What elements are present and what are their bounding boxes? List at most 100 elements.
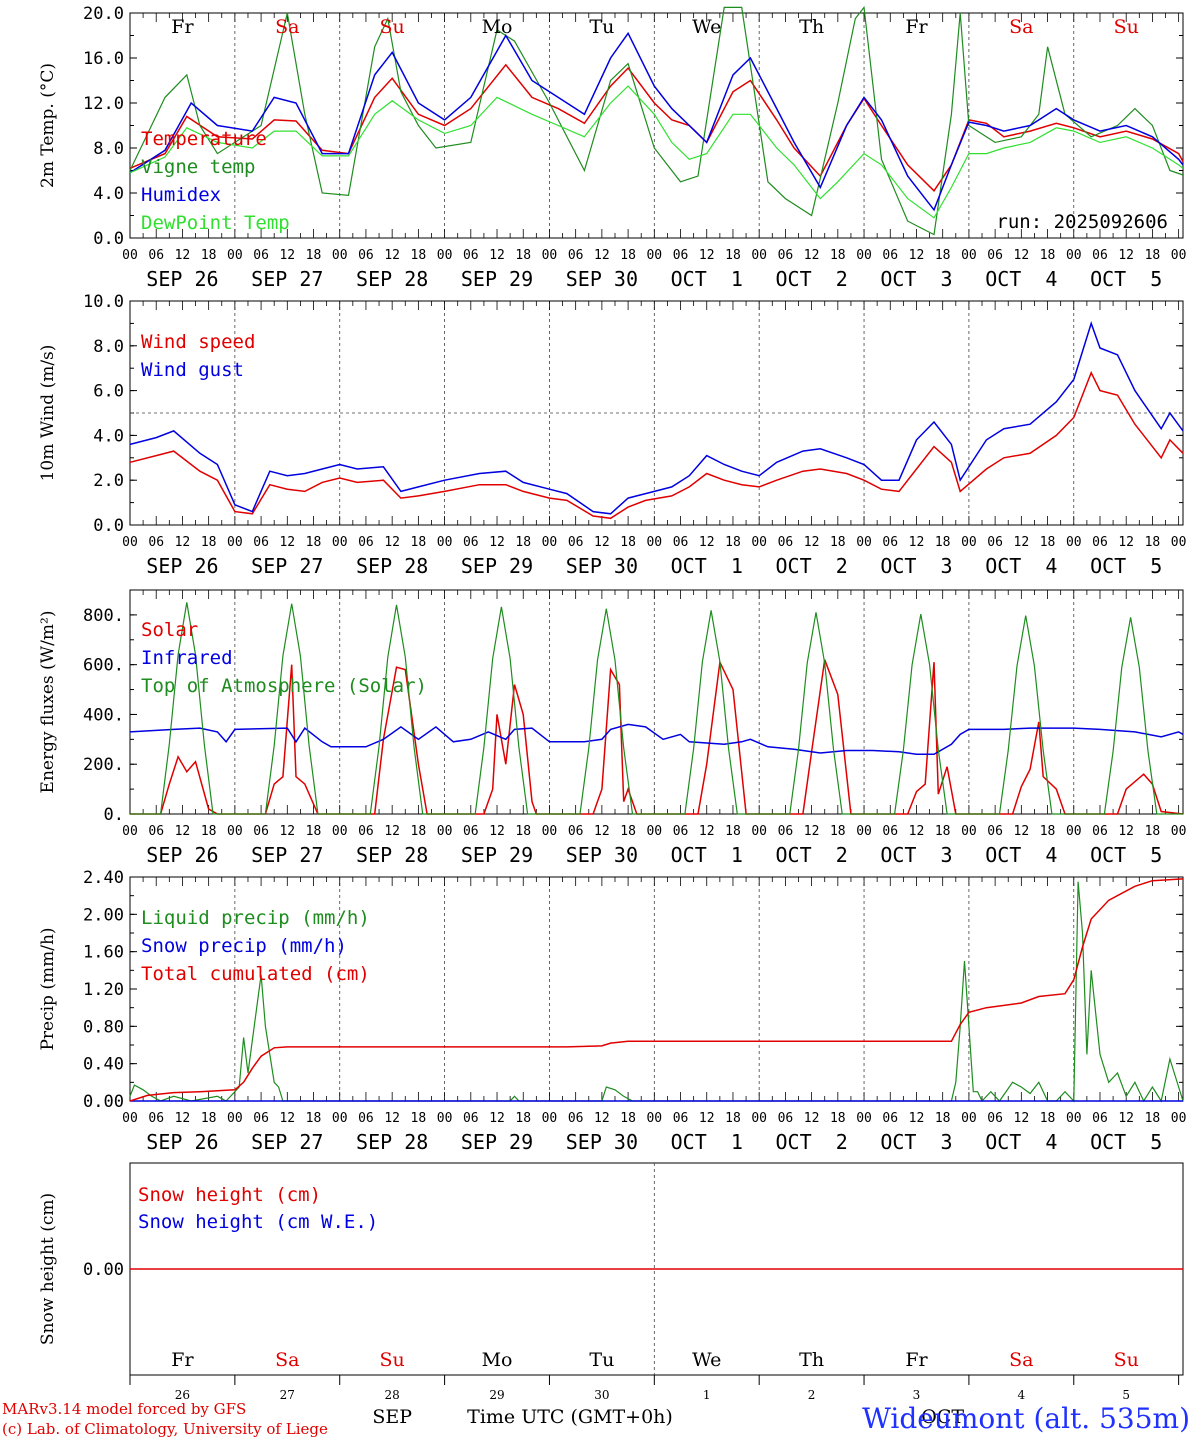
legend-entry: Vigne temp xyxy=(141,156,255,178)
series-line-infrared xyxy=(129,723,1184,756)
date-label: OCT 3 xyxy=(880,843,952,867)
bottom-month-label-right: OCT xyxy=(921,1406,964,1428)
hour-tick-label: 18 xyxy=(515,248,531,263)
legend-entry: Temperature xyxy=(141,128,267,150)
hour-tick-label: 00 xyxy=(751,248,767,263)
hour-tick-label: 00 xyxy=(332,535,348,550)
date-label: OCT 5 xyxy=(1090,267,1162,291)
date-label: SEP 27 xyxy=(251,1130,323,1154)
y-tick-label: 10.0 xyxy=(83,292,124,312)
hour-tick-label: 00 xyxy=(332,824,348,839)
bottom-day-number: 30 xyxy=(594,1388,609,1402)
date-label: OCT 5 xyxy=(1090,1130,1162,1154)
day-of-week-label: Su xyxy=(380,16,405,38)
date-label: SEP 26 xyxy=(146,1130,218,1154)
hour-tick-label: 12 xyxy=(489,535,505,550)
y-tick-label: 0.0 xyxy=(93,516,124,536)
hour-tick-label: 12 xyxy=(909,248,925,263)
hour-tick-label: 12 xyxy=(1014,248,1030,263)
hour-tick-label: 12 xyxy=(1014,535,1030,550)
hour-tick-label: 18 xyxy=(306,535,322,550)
series-line-vigne-temp xyxy=(129,5,1184,236)
hour-tick-label: 00 xyxy=(751,824,767,839)
hour-tick-label: 00 xyxy=(542,535,558,550)
day-of-week-label: Su xyxy=(1114,1349,1139,1371)
date-label: SEP 30 xyxy=(566,1130,638,1154)
hour-tick-label: 06 xyxy=(358,535,374,550)
hour-tick-label: 18 xyxy=(411,535,427,550)
y-tick-label: 0.0 xyxy=(93,229,124,249)
hour-tick-label: 12 xyxy=(384,1111,400,1126)
date-label: OCT 3 xyxy=(880,554,952,578)
hour-tick-label: 06 xyxy=(358,824,374,839)
hour-tick-label: 18 xyxy=(1040,824,1056,839)
legend-entry: Total cumulated (cm) xyxy=(141,963,370,985)
bottom-day-number: 27 xyxy=(280,1388,295,1402)
hour-tick-label: 12 xyxy=(175,535,191,550)
hour-tick-label: 06 xyxy=(673,824,689,839)
station-title: Wideumont (alt. 535m) xyxy=(862,1402,1190,1435)
hour-tick-label: 06 xyxy=(987,1111,1003,1126)
hour-tick-label: 18 xyxy=(411,1111,427,1126)
series-line-top-of-atmosphere-solar- xyxy=(130,602,1183,815)
hour-tick-label: 12 xyxy=(699,535,715,550)
hour-tick-label: 12 xyxy=(1118,1111,1134,1126)
day-of-week-label: Mo xyxy=(482,1349,513,1371)
date-label: OCT 5 xyxy=(1090,554,1162,578)
y-axis-label: Snow height (cm) xyxy=(38,1193,58,1345)
hour-tick-label: 12 xyxy=(489,824,505,839)
hour-tick-label: 06 xyxy=(253,824,269,839)
hour-tick-label: 06 xyxy=(358,248,374,263)
y-tick-label: 4.0 xyxy=(93,426,124,446)
hour-tick-label: 12 xyxy=(1014,1111,1030,1126)
hour-tick-label: 18 xyxy=(1145,824,1161,839)
hour-tick-label: 06 xyxy=(778,248,794,263)
hour-tick-label: 06 xyxy=(778,1111,794,1126)
hour-tick-label: 00 xyxy=(227,824,243,839)
run-label: run: 2025092606 xyxy=(996,211,1168,233)
hour-tick-label: 00 xyxy=(856,535,872,550)
hour-tick-label: 00 xyxy=(646,248,662,263)
day-of-week-label: Tu xyxy=(589,16,614,38)
hour-tick-label: 06 xyxy=(882,824,898,839)
legend-entry: Wind speed xyxy=(141,331,255,353)
hour-tick-label: 12 xyxy=(699,824,715,839)
date-label: SEP 30 xyxy=(566,554,638,578)
hour-tick-label: 18 xyxy=(411,248,427,263)
hour-tick-label: 12 xyxy=(279,824,295,839)
hour-tick-label: 18 xyxy=(1145,535,1161,550)
hour-tick-label: 00 xyxy=(856,248,872,263)
day-of-week-label: Th xyxy=(799,1349,824,1371)
series-line-total-cumulated-cm- xyxy=(129,878,1184,1102)
hour-tick-label: 18 xyxy=(306,824,322,839)
hour-tick-label: 00 xyxy=(437,1111,453,1126)
hour-tick-label: 06 xyxy=(463,248,479,263)
date-label: OCT 1 xyxy=(671,1130,743,1154)
hour-tick-label: 00 xyxy=(542,1111,558,1126)
hour-tick-label: 00 xyxy=(122,535,138,550)
hour-tick-label: 18 xyxy=(620,535,636,550)
date-label: SEP 26 xyxy=(146,267,218,291)
y-tick-label: 0.00 xyxy=(83,1092,124,1112)
hour-tick-label: 00 xyxy=(751,1111,767,1126)
day-of-week-label: We xyxy=(692,16,721,38)
series-line-temperature xyxy=(129,63,1184,192)
day-of-week-label: Mo xyxy=(482,16,513,38)
hour-tick-label: 12 xyxy=(384,248,400,263)
hour-tick-label: 06 xyxy=(253,535,269,550)
hour-tick-label: 18 xyxy=(725,535,741,550)
hour-tick-label: 18 xyxy=(620,248,636,263)
date-label: SEP 30 xyxy=(566,843,638,867)
hour-tick-label: 12 xyxy=(699,248,715,263)
hour-tick-label: 06 xyxy=(568,535,584,550)
legend-entry: DewPoint Temp xyxy=(141,212,290,234)
y-tick-label: 400. xyxy=(83,705,124,725)
hour-tick-label: 18 xyxy=(306,1111,322,1126)
hour-tick-label: 18 xyxy=(306,248,322,263)
bottom-day-number: 29 xyxy=(489,1388,504,1402)
hour-tick-label: 00 xyxy=(1066,535,1082,550)
hour-tick-label: 18 xyxy=(830,535,846,550)
hour-tick-label: 18 xyxy=(725,1111,741,1126)
date-label: SEP 30 xyxy=(566,267,638,291)
